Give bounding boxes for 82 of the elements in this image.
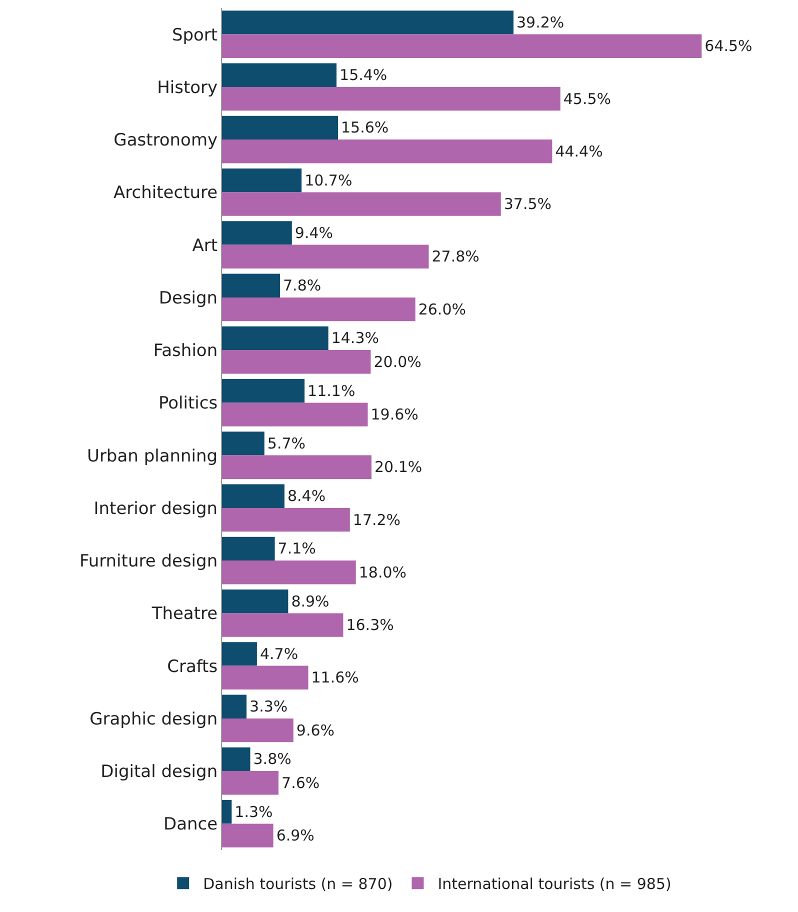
- bar: [222, 455, 372, 479]
- data-label: 11.6%: [311, 668, 359, 687]
- bar: [222, 221, 292, 245]
- y-tick-label: Fashion: [153, 341, 218, 362]
- data-label: 20.1%: [374, 458, 422, 476]
- data-label: 64.5%: [704, 37, 752, 56]
- bar: [222, 432, 264, 456]
- data-label: 9.4%: [294, 224, 334, 242]
- bar: [222, 326, 328, 350]
- bar: [222, 536, 275, 561]
- bar: [222, 297, 416, 322]
- y-tick-label: Interior design: [94, 498, 218, 519]
- data-label: 15.6%: [341, 118, 389, 137]
- y-tick-label: Art: [192, 236, 218, 256]
- bar: [222, 800, 232, 824]
- data-label: 16.3%: [346, 616, 394, 634]
- data-label: 37.5%: [504, 195, 552, 214]
- bar: [222, 484, 284, 508]
- data-label: 26.0%: [418, 300, 466, 318]
- bar: [222, 140, 552, 164]
- bar: [222, 168, 302, 192]
- bar: [222, 747, 250, 772]
- bar: [222, 350, 371, 374]
- y-tick-label: Digital design: [100, 762, 218, 782]
- data-label: 7.6%: [282, 774, 320, 792]
- bar: [222, 613, 344, 637]
- data-label: 39.2%: [516, 13, 564, 32]
- data-label: 10.7%: [304, 171, 352, 190]
- y-tick-label: Urban planning: [87, 446, 218, 466]
- bar: [222, 379, 305, 403]
- bar: [222, 10, 514, 34]
- bar: [222, 244, 429, 268]
- data-label: 5.7%: [267, 434, 306, 452]
- data-label: 44.4%: [555, 142, 603, 160]
- y-tick-label: Theatre: [150, 604, 218, 624]
- bar: [222, 590, 288, 614]
- data-label: 27.8%: [432, 248, 480, 266]
- bar: [222, 718, 294, 742]
- data-label: 17.2%: [352, 510, 401, 529]
- data-label: 1.3%: [234, 802, 273, 821]
- data-label: 14.3%: [331, 329, 379, 348]
- y-tick-label: Furniture design: [79, 552, 218, 572]
- data-label: 3.3%: [250, 698, 288, 716]
- data-label: 15.4%: [340, 66, 388, 84]
- data-label: 3.8%: [253, 750, 292, 768]
- bar: [222, 666, 308, 690]
- data-label: 19.6%: [370, 406, 418, 424]
- bar: [222, 560, 356, 584]
- y-tick-label: Architecture: [114, 183, 218, 204]
- data-label: 7.1%: [278, 540, 316, 558]
- y-tick-label: Crafts: [167, 656, 218, 677]
- data-label: 8.4%: [287, 487, 326, 506]
- legend-label: International tourists (n = 985): [438, 874, 672, 893]
- bar: [222, 192, 501, 216]
- data-label: 45.5%: [563, 90, 612, 108]
- bar: [222, 508, 350, 532]
- bar: [222, 34, 702, 58]
- legend-label: Danish tourists (n = 870): [203, 874, 393, 893]
- data-label: 4.7%: [260, 644, 298, 663]
- y-tick-label: Graphic design: [90, 709, 218, 730]
- bar: [222, 642, 257, 666]
- data-label: 6.9%: [276, 826, 314, 845]
- y-tick-label: Dance: [164, 814, 218, 835]
- data-label: 8.9%: [291, 592, 330, 610]
- bar: [222, 824, 274, 848]
- y-tick-label: History: [157, 78, 218, 98]
- data-label: 11.1%: [308, 382, 356, 400]
- y-tick-label: Gastronomy: [114, 130, 218, 151]
- bar: [222, 402, 368, 426]
- bar: [222, 86, 560, 111]
- data-label: 18.0%: [358, 563, 407, 582]
- bar: [222, 771, 279, 795]
- bar: [222, 274, 280, 298]
- y-tick-label: Sport: [172, 25, 218, 46]
- data-label: 9.6%: [296, 721, 334, 740]
- y-tick-label: Design: [158, 288, 218, 308]
- bar: [222, 63, 337, 87]
- data-label: 20.0%: [374, 352, 422, 371]
- y-tick-label: Politics: [158, 394, 218, 414]
- bar: [222, 694, 247, 718]
- data-label: 7.8%: [283, 276, 322, 295]
- bar: [222, 116, 338, 140]
